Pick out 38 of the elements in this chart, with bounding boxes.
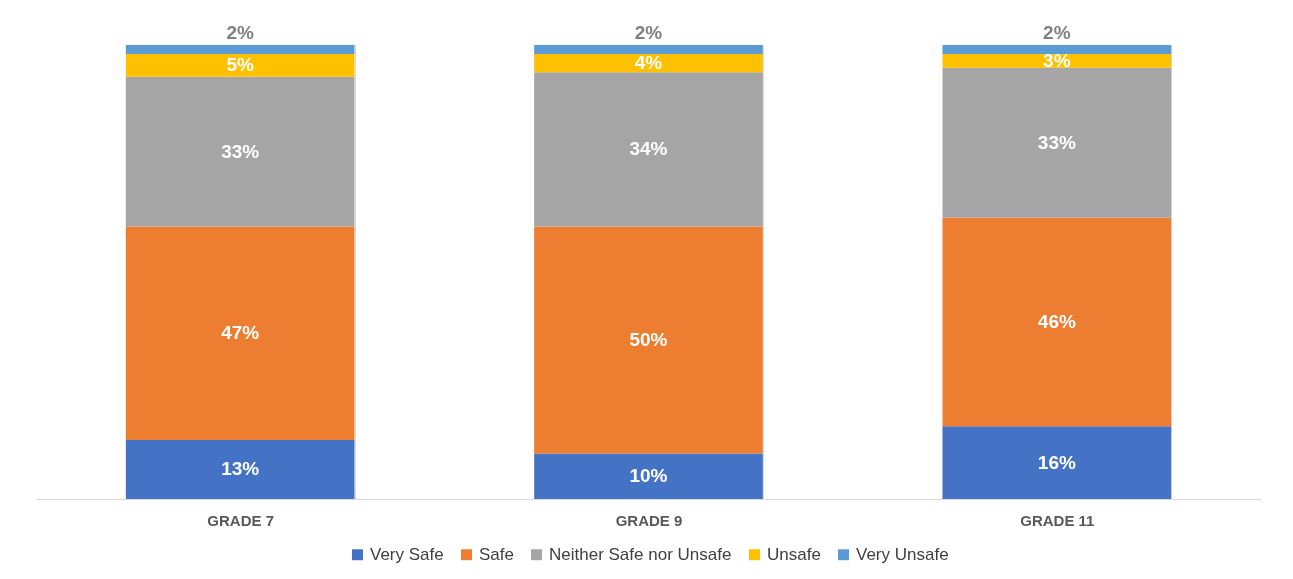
data-label: 2% (634, 22, 663, 43)
data-label: 5% (226, 54, 254, 76)
bar (534, 54, 763, 73)
x-tick-label: GRADE 9 (615, 511, 683, 529)
data-label: 16% (1037, 451, 1076, 473)
bar (125, 54, 355, 77)
bar (942, 45, 1172, 55)
data-label: 13% (221, 458, 260, 480)
bar (534, 72, 763, 227)
bar (942, 54, 1172, 68)
legend-label: Very Safe (370, 544, 444, 564)
data-label: 46% (1037, 310, 1076, 332)
bar (125, 439, 355, 499)
data-label: 10% (629, 465, 668, 487)
bar (942, 426, 1172, 499)
data-label: 50% (629, 329, 668, 351)
data-label: 33% (221, 140, 260, 162)
bar (125, 76, 355, 227)
data-label: 34% (629, 138, 668, 160)
data-label: 33% (1037, 131, 1076, 153)
x-tick-label: GRADE 7 (207, 511, 275, 529)
data-label: 3% (1043, 49, 1071, 71)
data-label: 2% (1043, 22, 1071, 43)
legend-label: Safe (479, 544, 514, 564)
data-label: 47% (221, 322, 260, 344)
bar (942, 67, 1172, 218)
bar (534, 226, 763, 454)
bar (942, 217, 1172, 427)
legend-label: Very Unsafe (856, 544, 949, 564)
bar (534, 45, 763, 55)
data-label: 2% (226, 22, 254, 43)
bar (125, 45, 355, 55)
data-label: 4% (634, 52, 663, 74)
legend-label: Unsafe (767, 544, 821, 564)
bar (534, 453, 763, 499)
bar (125, 226, 355, 440)
legend-label: Neither Safe nor Unsafe (549, 544, 732, 564)
x-tick-label: GRADE 11 (1020, 511, 1095, 529)
